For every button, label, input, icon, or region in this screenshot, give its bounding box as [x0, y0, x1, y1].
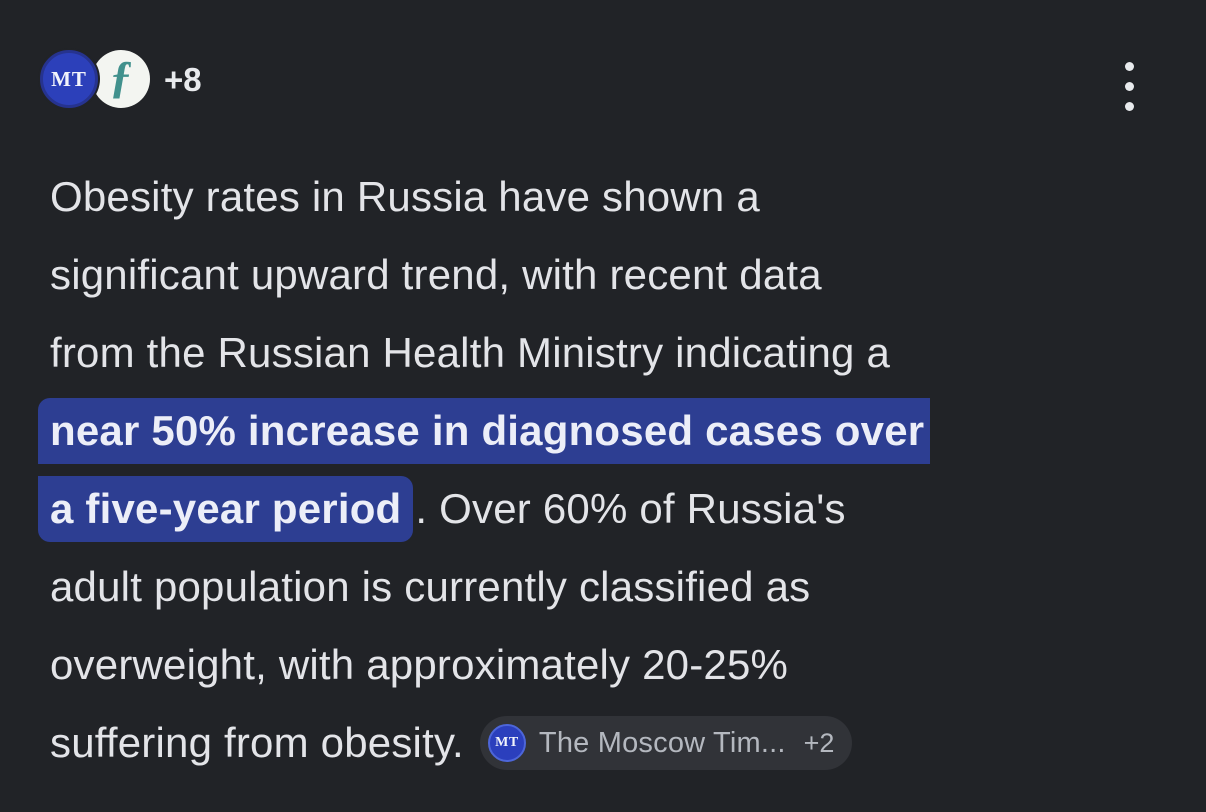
highlighted-citation-text[interactable]: a five-year period [38, 476, 414, 542]
answer-line: from the Russian Health Ministry indicat… [50, 314, 1150, 392]
answer-line-text: Obesity rates in Russia have shown a [50, 173, 760, 220]
answer-line-text: . Over 60% of Russia's [415, 485, 846, 532]
source-chip-extra-count: +2 [803, 727, 835, 758]
kebab-menu-button[interactable] [1113, 58, 1145, 114]
source-chip-moscow-times[interactable]: MT The Moscow Tim... +2 [479, 716, 853, 770]
answer-line: suffering from obesity. MT The Moscow Ti… [50, 704, 1150, 782]
moscow-times-favicon-icon: MT [487, 724, 526, 762]
answer-line-text: adult population is currently classified… [50, 563, 811, 610]
answer-line: Obesity rates in Russia have shown a [50, 158, 1150, 236]
sources-header: ƒ MT +8 [40, 50, 202, 110]
highlighted-citation-text[interactable]: near 50% increase in diagnosed cases ove… [38, 398, 931, 464]
kebab-dot-icon [1124, 81, 1134, 91]
source-avatar-stack[interactable]: ƒ MT [40, 50, 152, 110]
answer-line: near 50% increase in diagnosed cases ove… [38, 392, 1150, 470]
answer-line: a five-year period. Over 60% of Russia's [38, 470, 1150, 548]
kebab-dot-icon [1124, 61, 1134, 71]
florin-favicon-icon[interactable]: ƒ [92, 50, 150, 108]
moscow-times-initials: MT [495, 735, 519, 750]
source-chip-label: The Moscow Tim... [538, 726, 786, 759]
answer-line: significant upward trend, with recent da… [50, 236, 1150, 314]
answer-line: adult population is currently classified… [50, 548, 1150, 626]
answer-line-text: overweight, with approximately 20-25% [50, 641, 789, 688]
answer-text: Obesity rates in Russia have shown a sig… [38, 158, 1150, 782]
answer-line-text: suffering from obesity. [50, 719, 464, 766]
florin-glyph: ƒ [109, 51, 133, 102]
answer-line: overweight, with approximately 20-25% [50, 626, 1150, 704]
moscow-times-favicon-icon[interactable]: MT [40, 50, 98, 108]
answer-line-text: from the Russian Health Ministry indicat… [50, 329, 891, 376]
more-sources-count[interactable]: +8 [164, 61, 202, 98]
kebab-dot-icon [1124, 101, 1134, 111]
moscow-times-initials: MT [51, 66, 87, 91]
answer-line-text: significant upward trend, with recent da… [50, 251, 822, 298]
